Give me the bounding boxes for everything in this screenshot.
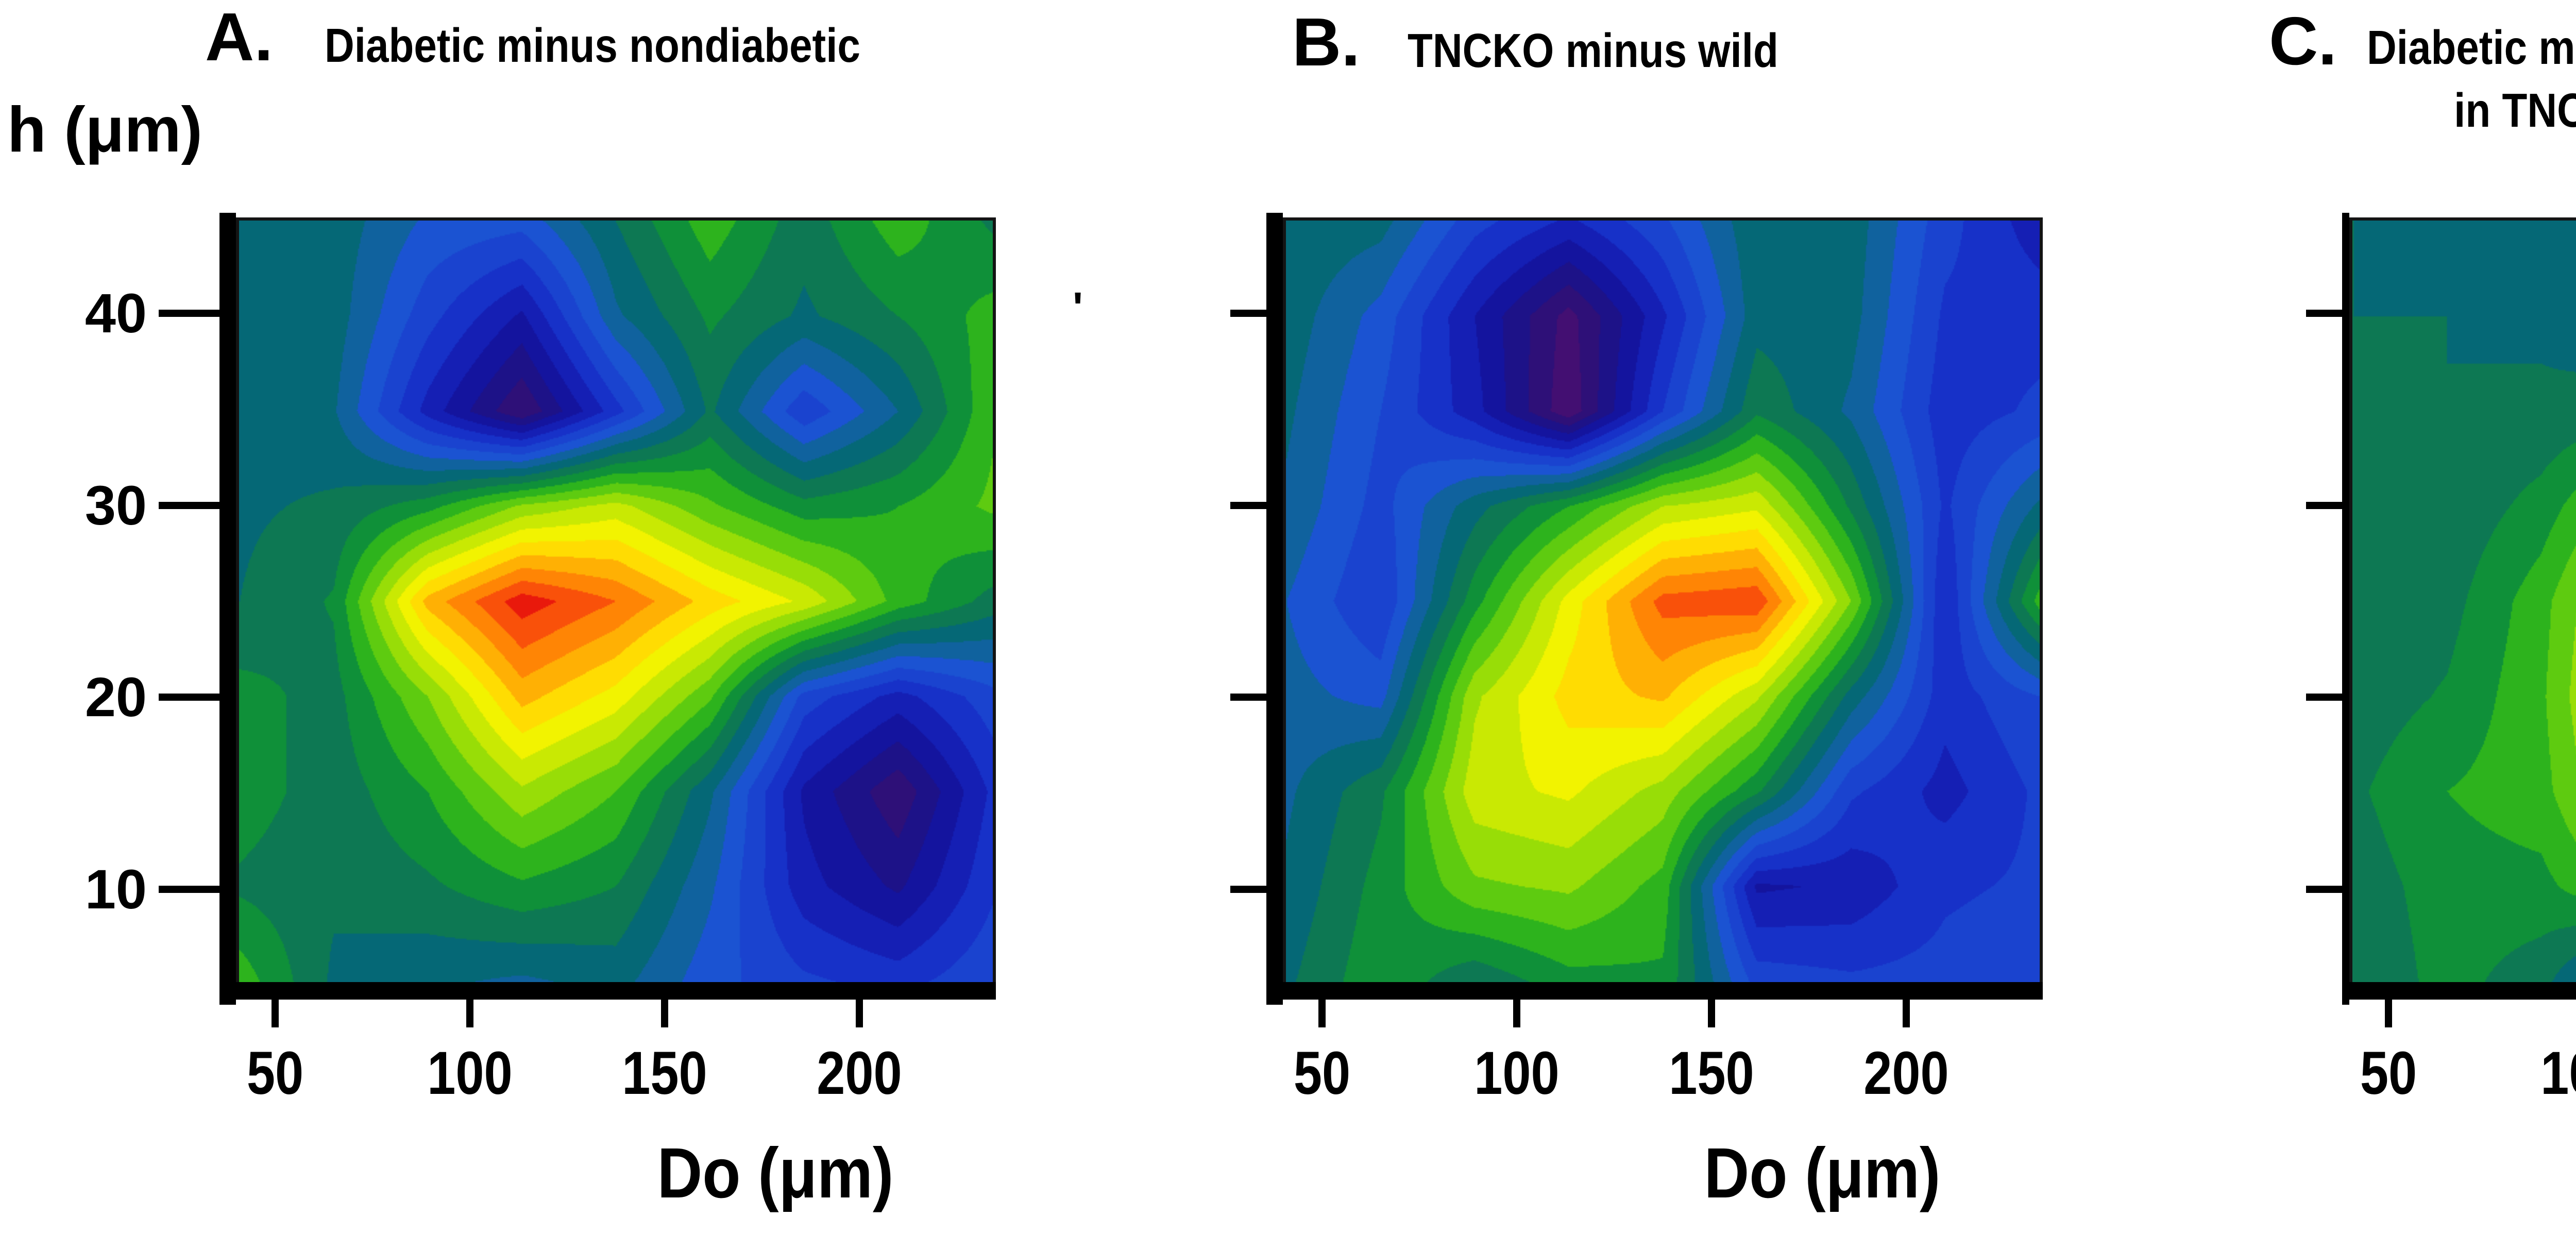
panel-c-xtick-label-100: 100 bbox=[2540, 1039, 2576, 1107]
y-tick-label-30: 30 bbox=[84, 474, 147, 536]
panel-a-xtick-150 bbox=[661, 1000, 668, 1027]
panel-a-xtick-label-50: 50 bbox=[246, 1039, 304, 1107]
panel-a-xtick-50 bbox=[272, 1000, 279, 1027]
y-axis-title: h (μm) bbox=[7, 94, 202, 165]
stray-mark-0: ' bbox=[1073, 283, 1083, 332]
panel-b-xtick-200 bbox=[1903, 1000, 1910, 1027]
contour-plot-b-frame bbox=[1283, 217, 2043, 985]
contour-plot-b bbox=[1286, 221, 2040, 982]
y-tick-label-20: 20 bbox=[84, 666, 147, 728]
panel-a-xtick-label-200: 200 bbox=[817, 1039, 902, 1107]
panel-c-ytick-10 bbox=[2306, 886, 2342, 893]
panel-b-yaxis-bar bbox=[1266, 213, 1283, 1005]
panel-c-ytick-20 bbox=[2306, 694, 2342, 701]
panel-a-xtick-label-100: 100 bbox=[427, 1039, 513, 1107]
panel-a-ytick-10 bbox=[159, 886, 219, 893]
panel-a-title: Diabetic minus nondiabetic bbox=[325, 19, 860, 72]
panel-c-letter: C. bbox=[2269, 3, 2337, 79]
panel-c-xtick-label-50: 50 bbox=[2360, 1039, 2417, 1107]
panel-b-xtick-50 bbox=[1318, 1000, 1326, 1027]
panel-a-xtick-label-150: 150 bbox=[622, 1039, 707, 1107]
panel-c-title-line2: in TNCKO bbox=[2454, 83, 2576, 137]
y-tick-label-40: 40 bbox=[84, 282, 147, 344]
panel-b-xtick-150 bbox=[1708, 1000, 1715, 1027]
panel-b-xtick-label-200: 200 bbox=[1863, 1039, 1949, 1107]
panel-a-xaxis-bar bbox=[219, 982, 996, 1000]
panel-b-xtick-100 bbox=[1513, 1000, 1520, 1027]
panel-b-xaxis-bar bbox=[1266, 982, 2043, 1000]
contour-plot-c-frame bbox=[2349, 217, 2576, 985]
panel-b-ytick-10 bbox=[1230, 886, 1266, 893]
panel-a-ytick-20 bbox=[159, 694, 219, 701]
panel-a-xaxis-title: Do (μm) bbox=[657, 1134, 894, 1213]
y-tick-label-10: 10 bbox=[84, 858, 147, 920]
contour-plot-a-frame bbox=[236, 217, 996, 985]
panel-c-xtick-50 bbox=[2385, 1000, 2392, 1027]
panel-c-yaxis-bar bbox=[2342, 213, 2349, 1005]
panel-a-xtick-100 bbox=[466, 1000, 473, 1027]
contour-plot-a bbox=[239, 221, 993, 982]
contour-plot-c bbox=[2352, 221, 2576, 982]
panel-b-xtick-label-50: 50 bbox=[1293, 1039, 1351, 1107]
panel-c-ytick-40 bbox=[2306, 310, 2342, 317]
panel-b-letter: B. bbox=[1292, 4, 1360, 80]
panel-b-title: TNCKO minus wild bbox=[1408, 24, 1778, 77]
panel-c-ytick-30 bbox=[2306, 502, 2342, 509]
panel-a-letter: A. bbox=[205, 0, 273, 75]
panel-b-xtick-label-150: 150 bbox=[1669, 1039, 1754, 1107]
panel-a-yaxis-bar bbox=[219, 213, 236, 1005]
panel-b-ytick-20 bbox=[1230, 694, 1266, 701]
panel-b-xaxis-title: Do (μm) bbox=[1704, 1134, 1941, 1213]
panel-b-ytick-40 bbox=[1230, 310, 1266, 317]
panel-a-ytick-40 bbox=[159, 310, 219, 317]
panel-a-ytick-30 bbox=[159, 502, 219, 509]
panel-c-title: Diabetic minus nondiabetic bbox=[2367, 21, 2576, 74]
panel-b-xtick-label-100: 100 bbox=[1474, 1039, 1560, 1107]
panel-a-xtick-200 bbox=[856, 1000, 863, 1027]
panel-b-ytick-30 bbox=[1230, 502, 1266, 509]
panel-c-xaxis-bar bbox=[2342, 982, 2576, 1000]
